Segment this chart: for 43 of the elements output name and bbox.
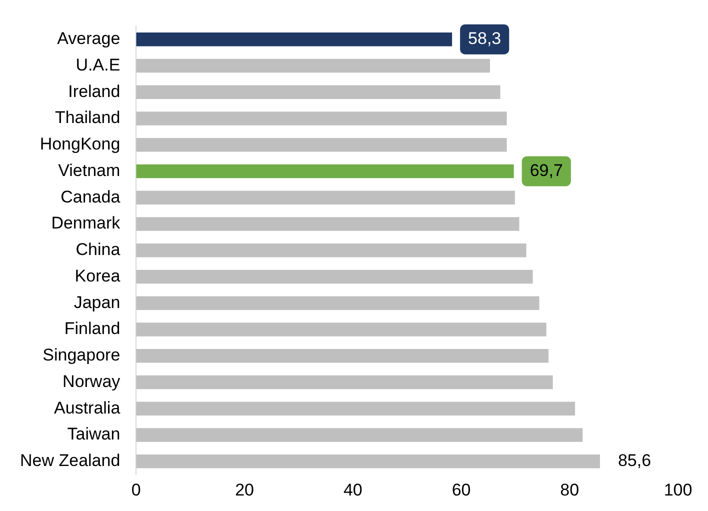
- bar: [136, 270, 533, 284]
- x-tick-label: 40: [343, 480, 362, 500]
- bar: [136, 217, 520, 231]
- x-tick-label: 0: [131, 480, 141, 500]
- y-tick-label: Vietnam: [58, 160, 120, 180]
- y-tick-label: Ireland: [68, 82, 120, 101]
- y-tick-label: Norway: [62, 372, 121, 391]
- y-tick-label: Australia: [54, 398, 121, 418]
- bar: [136, 454, 600, 468]
- data-label: 58,3: [468, 29, 502, 48]
- y-tick-label: Canada: [60, 187, 121, 206]
- bar: [136, 402, 576, 416]
- y-tick-label: Average: [57, 29, 120, 48]
- y-tick-label: China: [76, 240, 121, 260]
- bar: [136, 428, 583, 442]
- data-label: 85,6: [618, 451, 652, 470]
- bar: [136, 164, 514, 178]
- x-tick-label: 80: [560, 480, 580, 500]
- y-tick-label: New Zealand: [20, 451, 120, 470]
- y-tick-label: U.A.E: [76, 55, 120, 74]
- bar: [136, 375, 553, 390]
- bar: [136, 349, 548, 363]
- y-tick-label: Singapore: [42, 346, 120, 365]
- y-tick-label: Japan: [74, 292, 120, 312]
- bar: [136, 58, 490, 73]
- x-tick-label: 60: [452, 480, 471, 500]
- y-tick-label: Taiwan: [67, 424, 120, 444]
- bar: [136, 32, 452, 46]
- bar: [136, 85, 500, 99]
- y-tick-label: Thailand: [54, 108, 120, 128]
- bar: [136, 296, 540, 310]
- data-label: 69,7: [530, 160, 563, 180]
- bar: [136, 190, 515, 205]
- y-tick-label: Finland: [64, 319, 120, 338]
- x-tick-label: 100: [664, 480, 692, 500]
- y-tick-label: Korea: [74, 266, 121, 286]
- bar: [136, 322, 546, 336]
- y-tick-label: HongKong: [40, 134, 120, 154]
- bar: [136, 138, 507, 152]
- y-tick-label: Denmark: [51, 214, 121, 233]
- x-tick-label: 20: [235, 480, 254, 500]
- bar: [136, 244, 526, 258]
- bar: [136, 112, 507, 126]
